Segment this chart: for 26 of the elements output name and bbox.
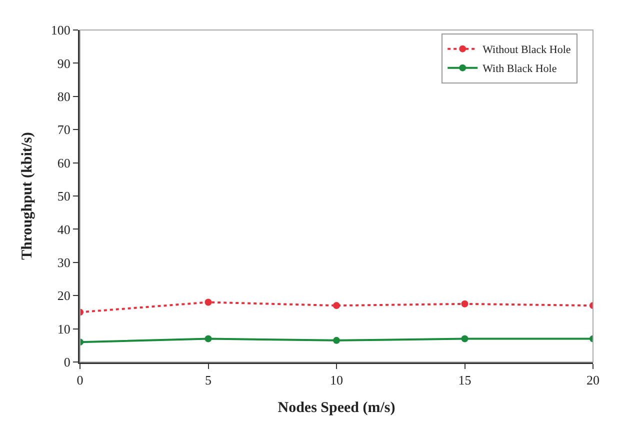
point — [204, 335, 212, 342]
point — [461, 335, 468, 342]
y-tick-label: 10 — [57, 321, 70, 336]
y-tick-label: 80 — [57, 88, 70, 104]
x-tick-label: 15 — [458, 372, 472, 388]
point — [461, 300, 468, 308]
x-tick-label: 5 — [205, 372, 212, 388]
legend-label: With Black Hole — [482, 63, 557, 76]
point — [204, 298, 212, 306]
y-tick-label: 100 — [50, 22, 70, 38]
y-tick-label: 50 — [57, 188, 70, 204]
y-tick-label: 40 — [57, 222, 70, 237]
legend-label: Without Black Hole — [482, 44, 571, 56]
y-tick-label: 0 — [64, 354, 70, 370]
point — [333, 302, 340, 310]
y-tick-label: 60 — [57, 155, 70, 170]
x-tick-label: 10 — [330, 372, 343, 388]
x-axis-title: Nodes Speed (m/s) — [278, 400, 396, 416]
y-tick-label: 20 — [57, 288, 70, 304]
point — [333, 336, 340, 344]
y-tick-label: 30 — [57, 254, 70, 270]
y-tick-label: 90 — [57, 56, 70, 71]
y-axis-title: Throughput (kbit/s) — [20, 132, 36, 260]
x-tick-label: 20 — [586, 372, 600, 388]
y-tick-label: 70 — [57, 122, 70, 138]
x-tick-label: 0 — [76, 372, 84, 388]
